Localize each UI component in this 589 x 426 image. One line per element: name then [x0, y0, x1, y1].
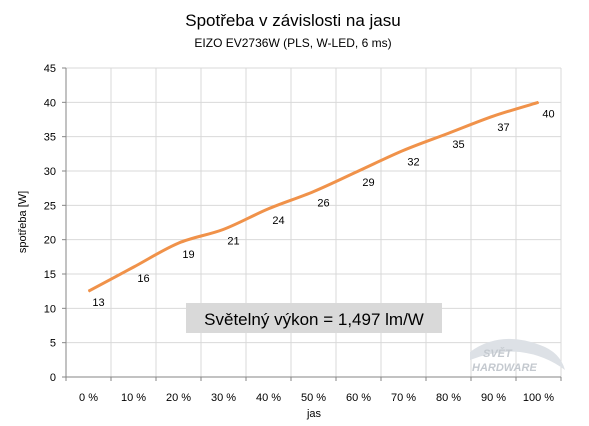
data-label: 40: [542, 108, 554, 120]
data-point: [133, 266, 134, 268]
data-label: 19: [182, 249, 194, 261]
data-point: [538, 101, 539, 103]
x-tick-label: 100 %: [523, 392, 554, 404]
x-tick-label: 60 %: [346, 392, 371, 404]
y-axis-label: spotřeba [W]: [17, 191, 29, 253]
x-axis-label: jas: [306, 408, 322, 420]
data-point: [178, 242, 179, 244]
x-tick-label: 80 %: [436, 392, 461, 404]
x-tick-label: 0 %: [79, 392, 98, 404]
data-point: [88, 290, 89, 292]
x-tick-label: 90 %: [481, 392, 506, 404]
y-tick-label: 15: [44, 269, 56, 281]
data-label: 21: [227, 235, 239, 247]
y-tick-label: 35: [44, 132, 56, 144]
annotation-text: Světelný výkon = 1,497 lm/W: [204, 310, 424, 329]
x-tick-label: 40 %: [256, 392, 281, 404]
data-point: [313, 191, 314, 193]
watermark-line2: HARDWARE: [472, 362, 537, 374]
y-tick-label: 5: [50, 338, 56, 350]
axes: [62, 67, 562, 381]
data-point: [403, 149, 404, 151]
data-point: [223, 228, 224, 230]
x-tick-label: 30 %: [211, 392, 236, 404]
data-label: 24: [272, 215, 284, 227]
watermark-swoosh-icon: [470, 338, 565, 370]
x-tick-label: 10 %: [121, 392, 146, 404]
data-labels: 13 16 19 21 24 26 29 32 35 37 40: [92, 108, 554, 309]
y-tick-label: 20: [44, 235, 56, 247]
chart-subtitle: EIZO EV2736W (PLS, W-LED, 6 ms): [194, 36, 391, 50]
chart-title: Spotřeba v závislosti na jasu: [185, 11, 400, 30]
x-tick-label: 50 %: [301, 392, 326, 404]
y-tick-label: 45: [44, 63, 56, 75]
y-tick-label: 40: [44, 97, 56, 109]
x-tick-label: 20 %: [166, 392, 191, 404]
data-point: [268, 208, 269, 210]
data-label: 16: [137, 273, 149, 285]
x-tick-label: 70 %: [391, 392, 416, 404]
y-tick-labels: 0 5 10 15 20 25 30 35 40 45: [44, 63, 56, 384]
y-tick-label: 0: [50, 372, 56, 384]
y-tick-label: 10: [44, 303, 56, 315]
data-label: 26: [317, 198, 329, 210]
data-point: [493, 115, 494, 117]
y-tick-label: 30: [44, 166, 56, 178]
y-tick-label: 25: [44, 200, 56, 212]
watermark-logo: SVĚT HARDWARE: [470, 338, 565, 374]
annotation-box: Světelný výkon = 1,497 lm/W: [186, 303, 442, 333]
data-label: 32: [407, 156, 419, 168]
series-group: [87, 100, 539, 293]
data-label: 13: [92, 297, 104, 309]
watermark-line1: SVĚT: [483, 347, 513, 360]
data-label: 35: [452, 139, 464, 151]
data-label: 37: [497, 122, 509, 134]
data-point: [448, 132, 449, 134]
x-tick-labels: 0 % 10 % 20 % 30 % 40 % 50 % 60 % 70 % 80 % 90 % 1…: [79, 392, 554, 404]
data-label: 29: [362, 177, 374, 189]
data-point: [358, 170, 359, 172]
